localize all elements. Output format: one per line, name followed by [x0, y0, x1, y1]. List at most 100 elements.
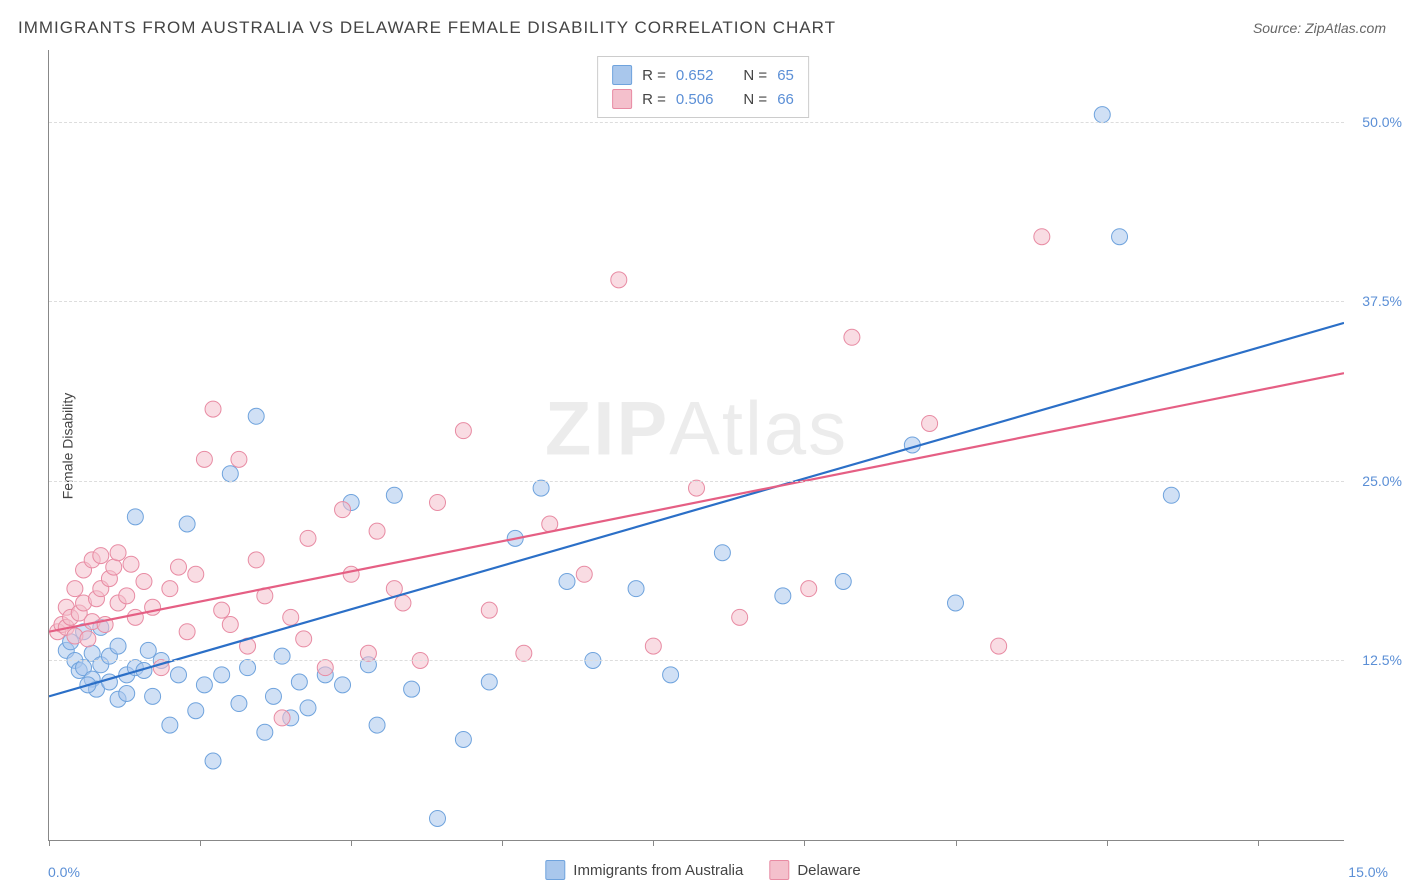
chart-title: IMMIGRANTS FROM AUSTRALIA VS DELAWARE FE…: [18, 18, 836, 38]
scatter-point: [300, 700, 316, 716]
scatter-point: [335, 502, 351, 518]
trend-line: [49, 323, 1344, 696]
scatter-point: [386, 487, 402, 503]
scatter-point: [576, 566, 592, 582]
scatter-point: [335, 677, 351, 693]
x-tick: [1107, 840, 1108, 846]
scatter-point: [360, 645, 376, 661]
scatter-point: [516, 645, 532, 661]
x-tick: [502, 840, 503, 846]
scatter-point: [205, 753, 221, 769]
r-label: R =: [642, 91, 666, 108]
legend-swatch: [612, 89, 632, 109]
scatter-point: [1112, 229, 1128, 245]
chart-svg: [49, 50, 1344, 840]
gridline: [49, 660, 1344, 661]
x-tick: [653, 840, 654, 846]
scatter-point: [140, 642, 156, 658]
legend-series: Immigrants from Australia Delaware: [545, 860, 860, 880]
x-tick: [200, 840, 201, 846]
r-value: 0.506: [676, 91, 714, 108]
source-name: ZipAtlas.com: [1305, 20, 1386, 36]
scatter-point: [205, 401, 221, 417]
scatter-point: [80, 631, 96, 647]
n-value: 66: [777, 91, 794, 108]
scatter-point: [369, 523, 385, 539]
scatter-point: [343, 566, 359, 582]
scatter-point: [395, 595, 411, 611]
scatter-point: [196, 451, 212, 467]
scatter-point: [179, 516, 195, 532]
scatter-point: [67, 581, 83, 597]
y-tick-label: 37.5%: [1362, 293, 1402, 309]
scatter-point: [110, 545, 126, 561]
x-tick: [956, 840, 957, 846]
scatter-point: [455, 423, 471, 439]
scatter-point: [455, 731, 471, 747]
scatter-point: [222, 617, 238, 633]
legend-item: Delaware: [769, 860, 860, 880]
gridline: [49, 301, 1344, 302]
scatter-point: [214, 602, 230, 618]
gridline: [49, 481, 1344, 482]
scatter-point: [296, 631, 312, 647]
scatter-point: [283, 609, 299, 625]
legend-swatch: [545, 860, 565, 880]
scatter-point: [188, 703, 204, 719]
scatter-point: [844, 329, 860, 345]
scatter-point: [248, 552, 264, 568]
y-tick-label: 50.0%: [1362, 114, 1402, 130]
scatter-point: [231, 451, 247, 467]
x-tick: [804, 840, 805, 846]
scatter-point: [162, 581, 178, 597]
n-label: N =: [743, 91, 767, 108]
scatter-point: [1163, 487, 1179, 503]
scatter-point: [1094, 107, 1110, 123]
scatter-point: [196, 677, 212, 693]
scatter-point: [248, 408, 264, 424]
scatter-point: [732, 609, 748, 625]
scatter-point: [127, 509, 143, 525]
scatter-point: [533, 480, 549, 496]
scatter-point: [171, 667, 187, 683]
scatter-point: [645, 638, 661, 654]
gridline: [49, 122, 1344, 123]
legend-label: Immigrants from Australia: [573, 862, 743, 879]
scatter-point: [430, 810, 446, 826]
scatter-point: [274, 648, 290, 664]
scatter-point: [663, 667, 679, 683]
scatter-point: [171, 559, 187, 575]
scatter-point: [179, 624, 195, 640]
scatter-point: [119, 588, 135, 604]
scatter-point: [430, 494, 446, 510]
trend-line: [49, 373, 1344, 632]
scatter-point: [922, 415, 938, 431]
legend-swatch: [769, 860, 789, 880]
scatter-point: [714, 545, 730, 561]
scatter-point: [948, 595, 964, 611]
source-prefix: Source:: [1253, 20, 1305, 36]
scatter-point: [127, 609, 143, 625]
scatter-point: [300, 530, 316, 546]
y-tick-label: 25.0%: [1362, 473, 1402, 489]
scatter-point: [214, 667, 230, 683]
scatter-point: [257, 724, 273, 740]
x-tick: [1258, 840, 1259, 846]
scatter-point: [404, 681, 420, 697]
scatter-point: [162, 717, 178, 733]
scatter-point: [123, 556, 139, 572]
source-credit: Source: ZipAtlas.com: [1253, 20, 1386, 36]
scatter-point: [106, 559, 122, 575]
legend-row: R =0.652N =65: [612, 63, 794, 87]
scatter-point: [559, 573, 575, 589]
n-value: 65: [777, 67, 794, 84]
scatter-point: [93, 548, 109, 564]
scatter-point: [145, 688, 161, 704]
y-tick-label: 12.5%: [1362, 652, 1402, 668]
scatter-point: [110, 638, 126, 654]
legend-item: Immigrants from Australia: [545, 860, 743, 880]
plot-area: ZIPAtlas 12.5%25.0%37.5%50.0%: [48, 50, 1344, 841]
scatter-point: [188, 566, 204, 582]
scatter-point: [611, 272, 627, 288]
legend-row: R = 0.506 N = 66: [612, 87, 794, 111]
